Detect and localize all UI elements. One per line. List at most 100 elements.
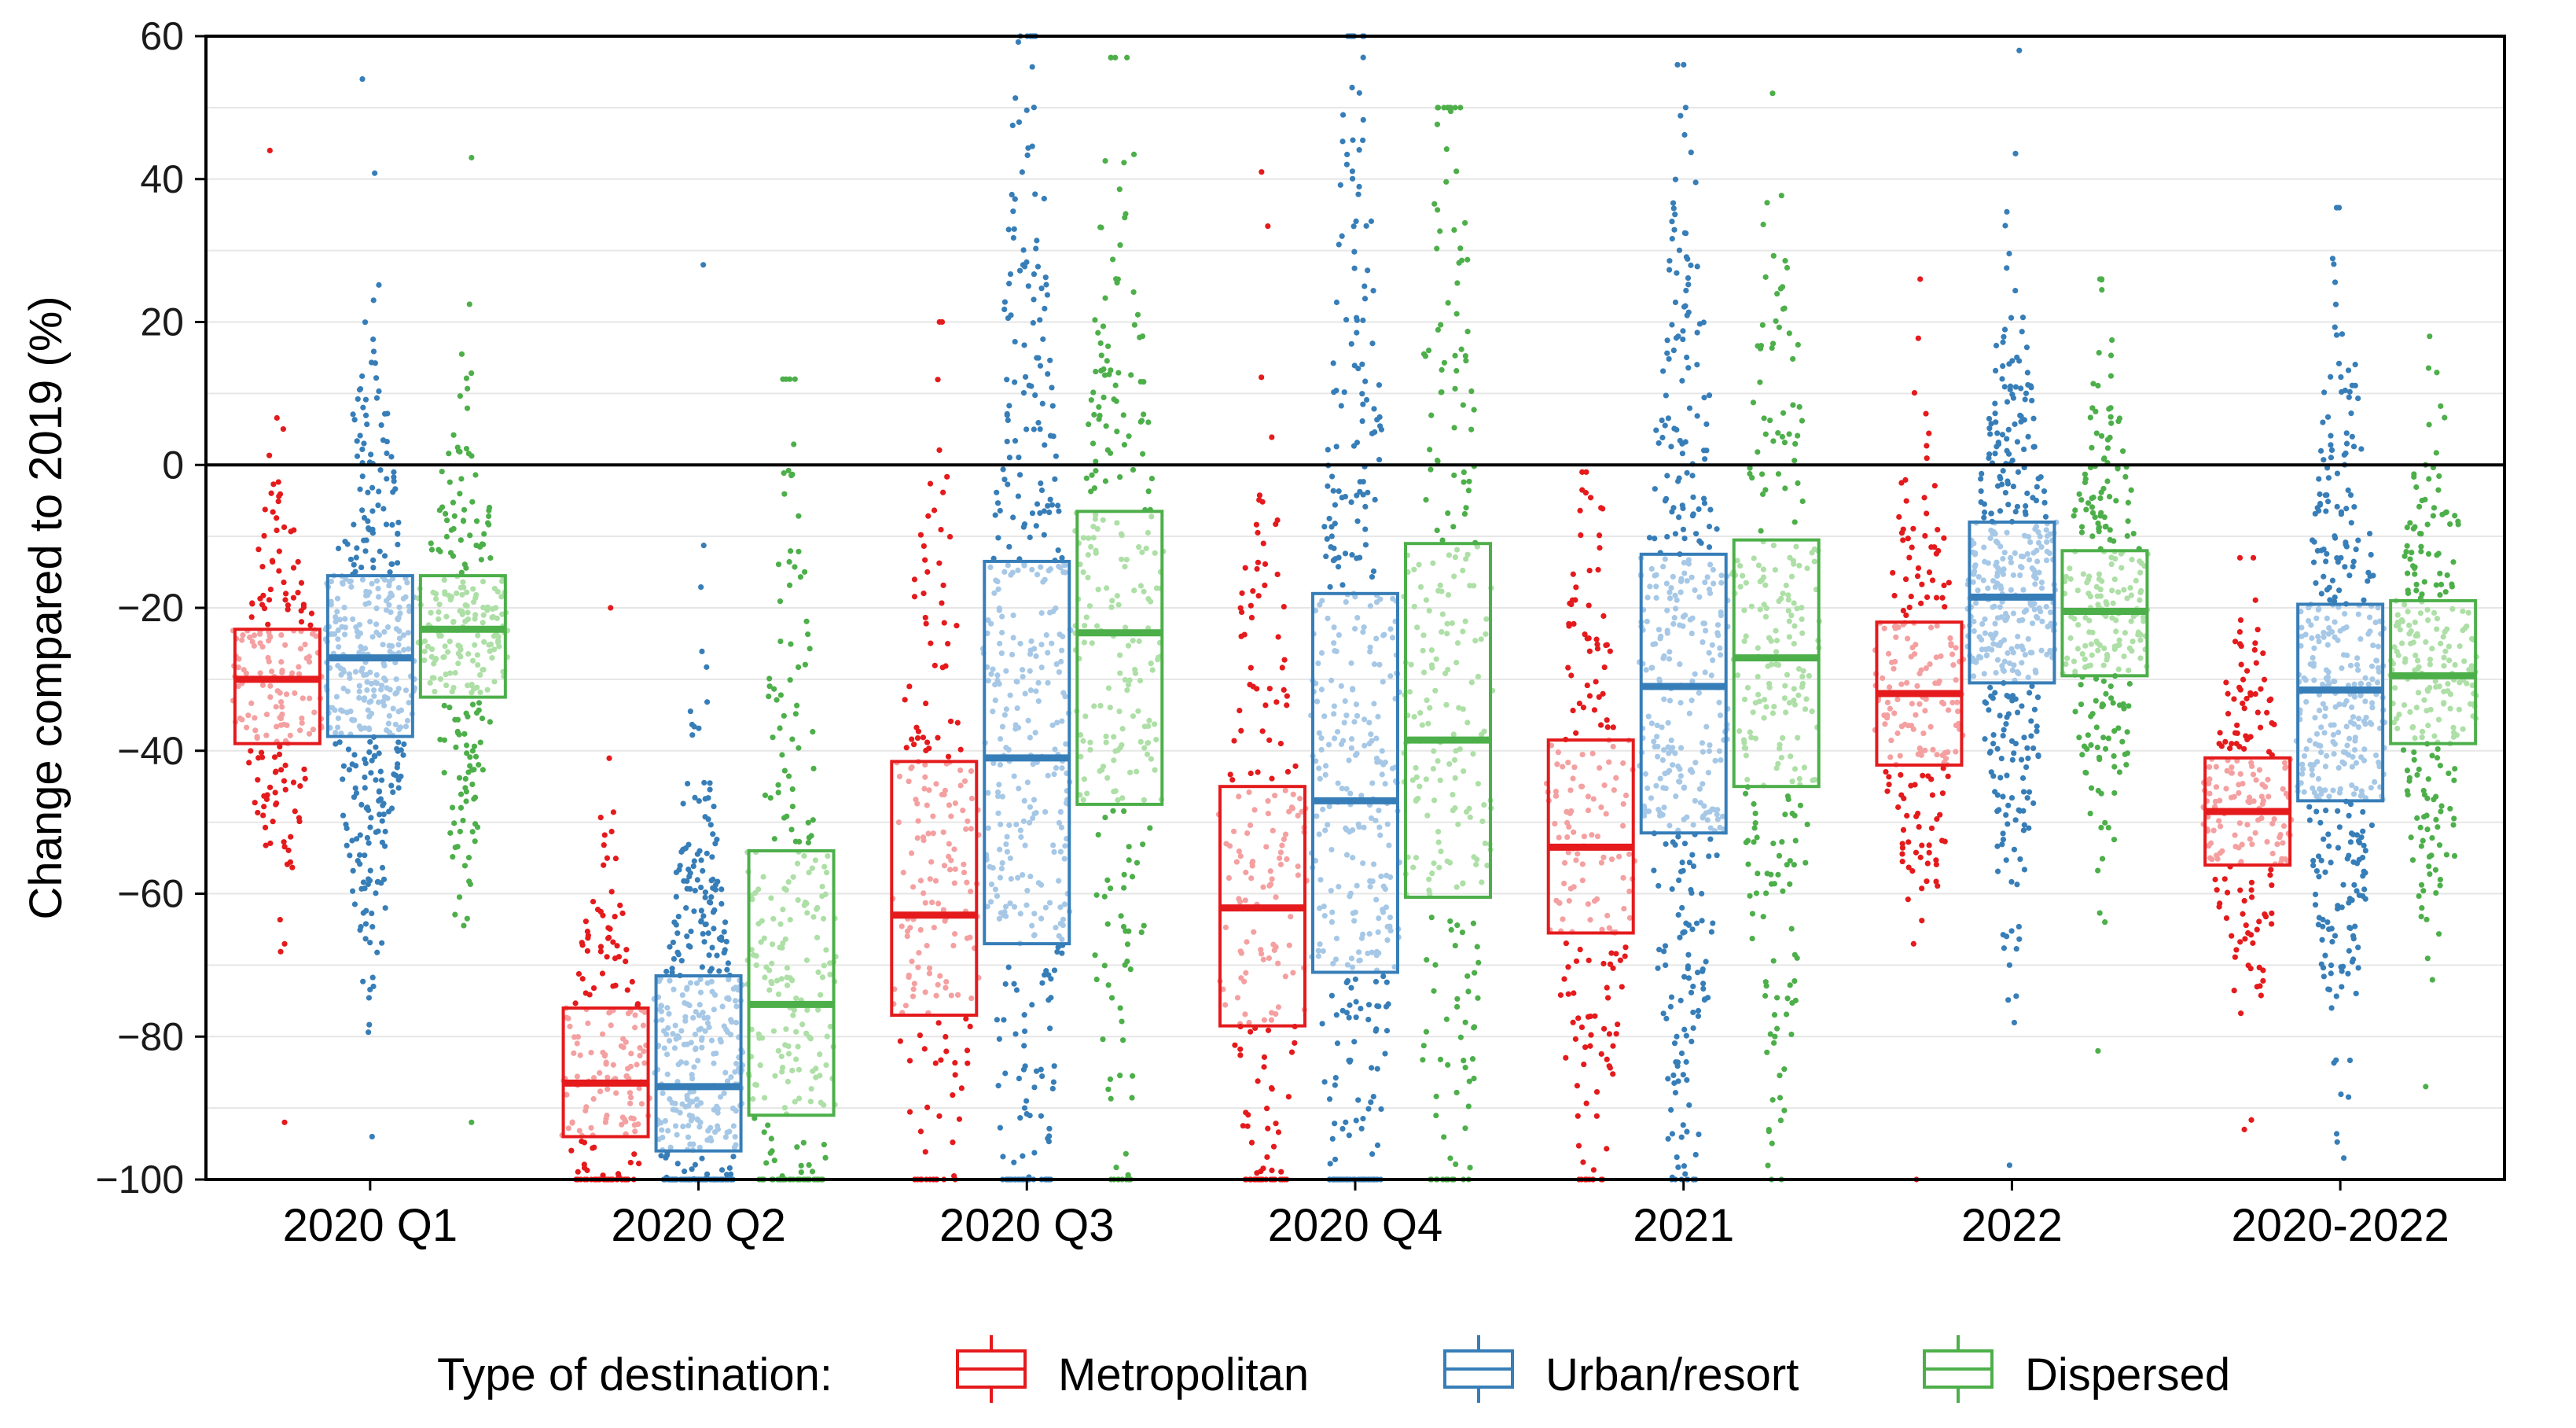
data-point bbox=[336, 739, 343, 745]
data-point bbox=[2358, 446, 2365, 452]
data-point bbox=[672, 1022, 678, 1029]
data-point bbox=[1023, 902, 1030, 908]
data-point bbox=[274, 723, 280, 730]
data-point bbox=[1027, 651, 1034, 657]
data-point bbox=[814, 934, 821, 940]
data-point bbox=[362, 319, 369, 326]
data-point bbox=[479, 715, 486, 722]
data-point bbox=[1979, 620, 1986, 628]
data-point bbox=[2250, 554, 2257, 561]
data-point bbox=[693, 1046, 699, 1053]
data-point bbox=[347, 708, 354, 715]
data-point bbox=[1610, 743, 1616, 750]
data-point bbox=[1351, 248, 1358, 255]
data-point bbox=[939, 318, 946, 326]
data-point bbox=[792, 711, 799, 717]
data-point bbox=[2254, 627, 2261, 633]
data-point bbox=[1595, 566, 1601, 573]
data-point bbox=[1662, 943, 1669, 949]
data-point bbox=[2012, 384, 2019, 390]
data-point bbox=[763, 1160, 770, 1166]
data-point bbox=[610, 809, 617, 815]
data-point bbox=[464, 405, 471, 411]
data-point bbox=[2343, 506, 2350, 512]
data-point bbox=[2303, 745, 2310, 753]
data-point bbox=[571, 1050, 577, 1056]
data-point bbox=[579, 976, 586, 982]
data-point bbox=[275, 499, 281, 505]
data-point bbox=[1295, 863, 1301, 870]
data-point bbox=[300, 602, 307, 608]
data-point bbox=[730, 1154, 737, 1160]
data-point bbox=[1369, 340, 1376, 347]
data-point bbox=[1890, 569, 1896, 576]
points-urban-resort bbox=[1308, 33, 1402, 1183]
data-point bbox=[1343, 317, 1350, 323]
data-point bbox=[1360, 478, 1366, 485]
data-point bbox=[2301, 789, 2307, 795]
data-point bbox=[1006, 403, 1012, 409]
data-point bbox=[786, 558, 792, 565]
data-point bbox=[2299, 771, 2306, 777]
data-point bbox=[472, 838, 478, 845]
data-point bbox=[1701, 394, 1707, 401]
data-point bbox=[1023, 1098, 1030, 1104]
data-point bbox=[1561, 976, 1567, 982]
data-point bbox=[574, 1073, 580, 1080]
data-point bbox=[1322, 827, 1328, 834]
data-point bbox=[267, 840, 274, 847]
data-point bbox=[1344, 977, 1351, 984]
data-point bbox=[1575, 1015, 1582, 1021]
data-point bbox=[1269, 1010, 1275, 1016]
data-point bbox=[394, 745, 400, 752]
data-point bbox=[1941, 535, 1947, 541]
data-point bbox=[1006, 543, 1012, 550]
data-point bbox=[2334, 470, 2341, 477]
data-point bbox=[1031, 426, 1037, 432]
data-point bbox=[1222, 1002, 1229, 1008]
data-point bbox=[927, 480, 934, 487]
points-dispersed bbox=[415, 154, 511, 1125]
data-point bbox=[1093, 976, 1100, 983]
data-point bbox=[1943, 756, 1949, 762]
data-point bbox=[1091, 703, 1097, 709]
data-point bbox=[2350, 831, 2357, 837]
data-point bbox=[1367, 884, 1373, 890]
data-point bbox=[670, 1030, 676, 1037]
data-point bbox=[1579, 878, 1586, 884]
data-point bbox=[1610, 1043, 1616, 1049]
data-point bbox=[387, 648, 393, 655]
data-point bbox=[915, 964, 921, 970]
grid-layer bbox=[206, 106, 2504, 1110]
data-point bbox=[1326, 515, 1332, 522]
data-point bbox=[1942, 838, 1948, 845]
data-point bbox=[1246, 789, 1252, 796]
data-point bbox=[1626, 851, 1633, 857]
data-point bbox=[1656, 947, 1663, 953]
data-point bbox=[1328, 677, 1335, 683]
data-point bbox=[1028, 638, 1034, 645]
data-point bbox=[1939, 699, 1946, 705]
data-point bbox=[1273, 894, 1279, 900]
data-point bbox=[1669, 235, 1675, 242]
data-point bbox=[930, 813, 936, 819]
data-point bbox=[1356, 824, 1362, 830]
data-point bbox=[2329, 577, 2336, 583]
data-point bbox=[364, 421, 370, 428]
data-point bbox=[2016, 358, 2023, 364]
data-point bbox=[730, 985, 737, 992]
data-point bbox=[2325, 475, 2332, 481]
data-point bbox=[1284, 702, 1290, 708]
data-point bbox=[379, 839, 386, 845]
data-point bbox=[1238, 727, 1244, 734]
data-point bbox=[1060, 569, 1067, 576]
data-point bbox=[2035, 753, 2041, 760]
data-point bbox=[1702, 580, 1708, 586]
data-point bbox=[687, 980, 694, 986]
data-point bbox=[450, 525, 457, 532]
data-point bbox=[2280, 823, 2288, 830]
data-point bbox=[574, 1040, 580, 1047]
data-point bbox=[2361, 886, 2368, 892]
data-point bbox=[798, 1162, 804, 1169]
data-point bbox=[333, 613, 339, 620]
